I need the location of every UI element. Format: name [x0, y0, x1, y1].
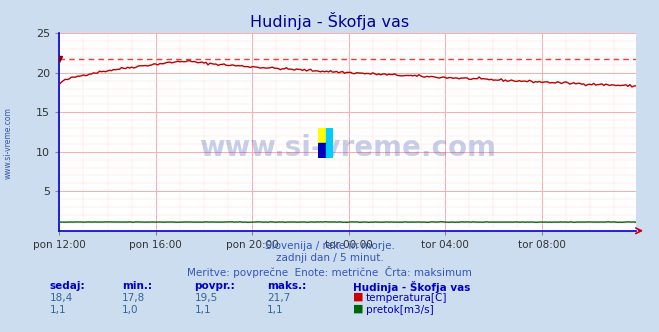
- Text: 1,1: 1,1: [49, 305, 66, 315]
- Text: Slovenija / reke in morje.: Slovenija / reke in morje.: [264, 241, 395, 251]
- Text: maks.:: maks.:: [267, 281, 306, 290]
- Text: 1,1: 1,1: [267, 305, 283, 315]
- Text: Hudinja - Škofja vas: Hudinja - Škofja vas: [250, 12, 409, 30]
- Text: sedaj:: sedaj:: [49, 281, 85, 290]
- Text: ■: ■: [353, 304, 363, 314]
- Text: 21,7: 21,7: [267, 293, 290, 303]
- Text: 19,5: 19,5: [194, 293, 217, 303]
- Text: pretok[m3/s]: pretok[m3/s]: [366, 305, 434, 315]
- Bar: [326, 128, 333, 143]
- Text: povpr.:: povpr.:: [194, 281, 235, 290]
- Text: Hudinja - Škofja vas: Hudinja - Škofja vas: [353, 281, 470, 292]
- Text: Meritve: povprečne  Enote: metrične  Črta: maksimum: Meritve: povprečne Enote: metrične Črta:…: [187, 266, 472, 278]
- Text: 17,8: 17,8: [122, 293, 145, 303]
- Text: 1,1: 1,1: [194, 305, 211, 315]
- Text: zadnji dan / 5 minut.: zadnji dan / 5 minut.: [275, 253, 384, 263]
- Text: www.si-vreme.com: www.si-vreme.com: [3, 107, 13, 179]
- Text: ■: ■: [353, 291, 363, 301]
- Text: min.:: min.:: [122, 281, 152, 290]
- Bar: [326, 143, 333, 158]
- Bar: [318, 128, 326, 143]
- Text: www.si-vreme.com: www.si-vreme.com: [199, 134, 496, 162]
- Text: 1,0: 1,0: [122, 305, 138, 315]
- Bar: [318, 143, 326, 158]
- Text: 18,4: 18,4: [49, 293, 72, 303]
- Text: temperatura[C]: temperatura[C]: [366, 293, 447, 303]
